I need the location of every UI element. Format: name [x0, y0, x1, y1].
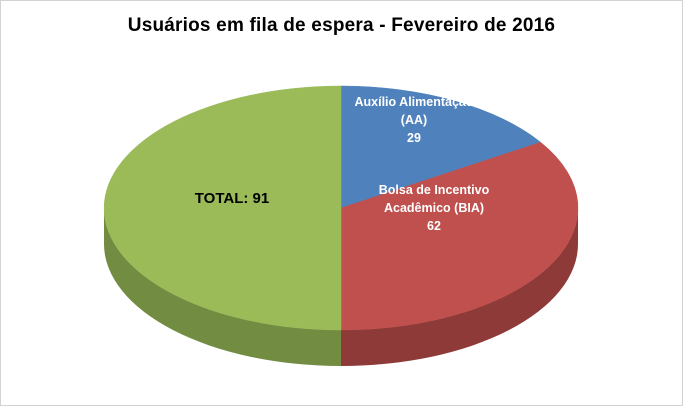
pie-label-line: TOTAL: 91	[195, 190, 269, 207]
pie-slice-2	[103, 85, 342, 331]
pie-slice-side-1	[341, 208, 578, 366]
pie-slice-side-2	[104, 208, 341, 366]
pie-label-line: 62	[427, 219, 441, 233]
pie-label-line: Auxílio Alimentação	[354, 95, 473, 109]
pie-label-line: (AA)	[401, 113, 427, 127]
pie-label-0: Auxílio Alimentação (AA) 29	[354, 95, 473, 145]
pie-slice-0	[340, 85, 542, 209]
pie-slice-1	[340, 141, 579, 331]
chart-title: Usuários em fila de espera - Fevereiro d…	[127, 15, 556, 36]
pie-label-line: Acadêmico (BIA)	[384, 201, 484, 215]
pie-label-line: 29	[407, 131, 421, 145]
pie-label-line: Bolsa de Incentivo	[379, 183, 490, 197]
pie-label-2: TOTAL: 91	[195, 190, 269, 207]
pie-label-1: Bolsa de Incentivo Acadêmico (BIA) 62	[379, 183, 490, 233]
